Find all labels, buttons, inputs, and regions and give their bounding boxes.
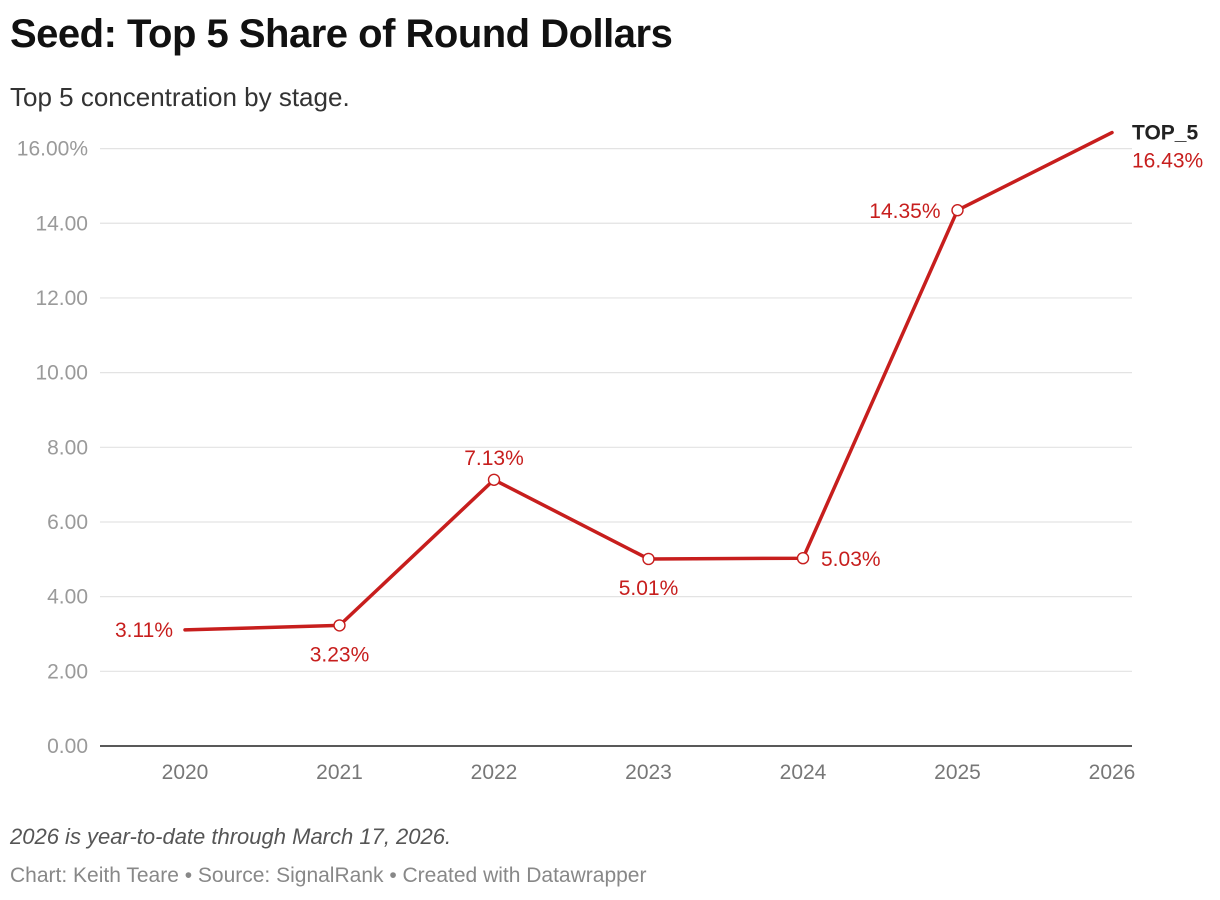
x-tick-label: 2026: [1089, 761, 1136, 784]
y-tick-label: 0.00: [47, 735, 88, 758]
data-label: 7.13%: [464, 447, 524, 470]
y-tick-label: 10.00: [35, 362, 88, 385]
y-tick-label: 16.00%: [17, 138, 88, 161]
data-label: 3.11%: [115, 619, 173, 642]
line-chart: 0.00 2.00 4.00 6.00 8.00 10.00 12.00 14.00 16.00…: [17, 122, 1203, 784]
data-labels: 3.11% 3.23% 7.13% 5.01% 5.03% 14.35% 16.43% TOP…: [115, 122, 1203, 667]
chart-title: Seed: Top 5 Share of Round Dollars: [10, 12, 673, 56]
x-tick-label: 2024: [780, 761, 827, 784]
y-tick-label: 6.00: [47, 511, 88, 534]
footnote: 2026 is year-to-date through March 17, 2…: [10, 824, 452, 849]
x-tick-label: 2023: [625, 761, 672, 784]
y-tick-label: 14.00: [35, 212, 88, 235]
data-label: 3.23%: [310, 643, 370, 666]
y-tick-label: 4.00: [47, 586, 88, 609]
data-point: [642, 552, 655, 566]
y-tick-label: 8.00: [47, 436, 88, 459]
chart-subtitle: Top 5 concentration by stage.: [10, 82, 350, 112]
x-axis: 2020 2021 2022 2023 2024 2025 2026: [100, 745, 1136, 784]
x-tick-label: 2020: [162, 761, 209, 784]
data-label: 5.03%: [821, 548, 881, 571]
data-point: [796, 551, 810, 565]
y-tick-label: 12.00: [35, 287, 88, 310]
data-point: [951, 204, 964, 217]
series-top5: [183, 130, 1114, 632]
data-label: 5.01%: [619, 577, 679, 600]
series-name-label: TOP_5: [1132, 122, 1198, 145]
x-tick-label: 2022: [471, 761, 518, 784]
source-byline: Chart: Keith Teare • Source: SignalRank …: [10, 864, 647, 887]
data-point: [333, 619, 346, 632]
x-tick-label: 2021: [316, 761, 363, 784]
y-tick-label: 2.00: [47, 660, 88, 683]
data-point: [487, 473, 501, 486]
data-label: 14.35%: [869, 200, 940, 223]
data-label: 16.43%: [1132, 150, 1203, 173]
x-tick-label: 2025: [934, 761, 981, 784]
y-axis: 0.00 2.00 4.00 6.00 8.00 10.00 12.00 14.00 16.00…: [17, 138, 88, 758]
grid-lines: [100, 148, 1132, 672]
